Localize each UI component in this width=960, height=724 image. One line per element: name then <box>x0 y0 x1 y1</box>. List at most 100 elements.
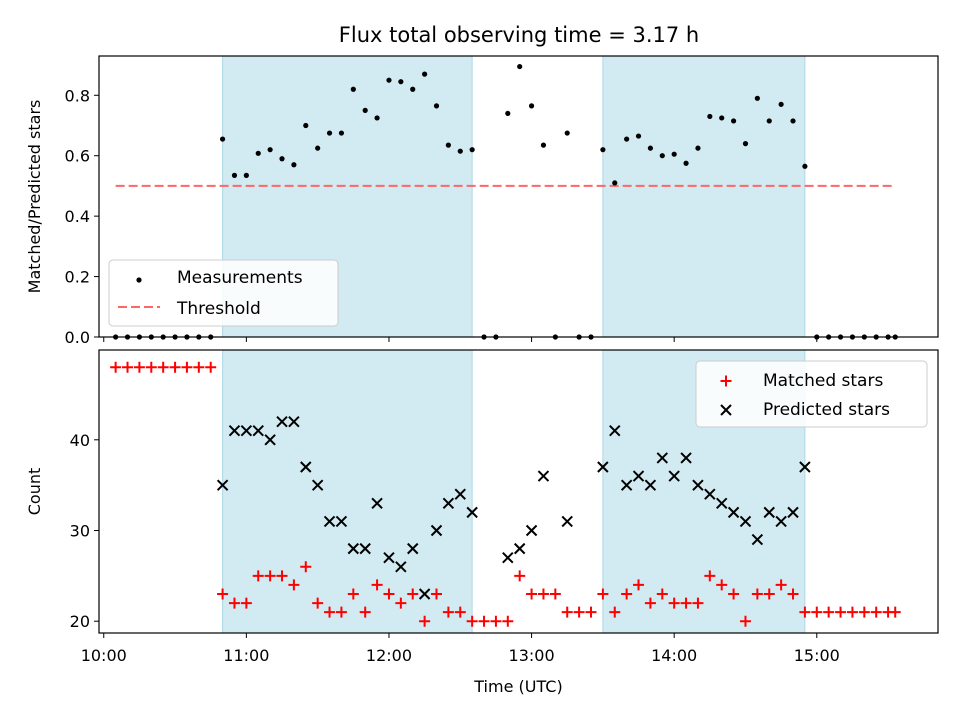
matched-star-marker <box>609 606 621 618</box>
matched-star-marker <box>502 615 514 627</box>
matched-star-marker <box>561 606 573 618</box>
measurement-point <box>219 136 226 142</box>
matched-star-marker <box>775 579 787 591</box>
matched-star-marker <box>419 615 431 627</box>
measurement-point <box>564 130 570 136</box>
measurement-point <box>540 142 547 148</box>
predicted-star-marker <box>644 479 657 491</box>
matched-star-marker <box>549 588 561 600</box>
measurement-point <box>338 130 345 136</box>
predicted-star-marker <box>502 552 514 564</box>
legend-marker-measurements <box>136 277 142 283</box>
measurement-point <box>600 147 606 153</box>
y-tick-label: 30 <box>70 522 90 541</box>
matched-star-marker <box>264 570 276 582</box>
predicted-star-marker <box>264 434 276 446</box>
measurement-point <box>647 145 654 151</box>
matched-star-marker <box>787 588 799 600</box>
x-tick-label: 14:00 <box>651 646 697 665</box>
predicted-star-marker <box>395 561 407 573</box>
predicted-star-marker <box>537 470 550 482</box>
legend-label-measurements: Measurements <box>177 268 303 288</box>
matched-star-marker <box>621 588 633 600</box>
y-tick-label: 0.8 <box>65 86 90 105</box>
predicted-star-marker <box>787 506 799 519</box>
predicted-star-marker <box>430 524 443 537</box>
measurement-point <box>683 160 689 166</box>
matched-star-marker <box>431 588 443 600</box>
matched-star-marker <box>597 588 609 600</box>
matched-star-marker <box>442 606 454 618</box>
matched-star-marker <box>526 588 538 600</box>
measurement-point <box>422 71 428 77</box>
legend-label-matched: Matched stars <box>763 371 883 391</box>
measurement-point <box>695 145 701 151</box>
matched-star-marker <box>383 588 395 600</box>
matched-star-marker <box>858 606 870 618</box>
measurement-point <box>291 162 297 168</box>
legend-marker-matched <box>720 375 732 387</box>
shaded-interval <box>222 349 473 634</box>
predicted-star-marker <box>692 479 704 491</box>
measurement-point <box>635 133 642 139</box>
y-tick-label: 0.2 <box>65 268 90 287</box>
measurement-point <box>742 141 749 147</box>
measurement-point <box>433 103 440 109</box>
predicted-star-marker <box>775 515 787 528</box>
y-tick-label: 0.6 <box>65 147 90 166</box>
predicted-star-marker <box>763 506 775 519</box>
matched-star-marker <box>371 579 383 591</box>
axes-frame <box>98 349 939 634</box>
matched-star-marker <box>668 597 680 609</box>
matched-star-marker <box>763 588 775 600</box>
x-axis-label: Time (UTC) <box>473 677 562 696</box>
measurement-point <box>267 147 273 153</box>
measurement-point <box>754 95 760 101</box>
panel-top: 0.0 0.2 0.4 0.6 0.8 Matched/Predicted stars <box>25 55 939 347</box>
x-tick-label: 10:00 <box>81 646 127 665</box>
measurement-point <box>612 180 618 186</box>
matched-star-marker <box>656 588 668 600</box>
matched-star-marker <box>739 615 751 627</box>
predicted-star-marker <box>216 479 229 491</box>
x-tick-label: 11:00 <box>223 646 269 665</box>
predicted-star-marker <box>739 515 752 528</box>
matched-star-marker <box>407 588 419 600</box>
y-axis-label: Count <box>25 468 44 516</box>
matched-star-marker <box>716 579 728 591</box>
measurement-point <box>374 115 380 121</box>
matched-star-marker <box>799 606 811 618</box>
y-tick-label: 40 <box>70 431 90 450</box>
x-tick-label: 12:00 <box>366 646 412 665</box>
measurement-point <box>671 151 677 157</box>
legend-label-predicted: Predicted stars <box>763 400 890 420</box>
predicted-star-marker <box>383 552 395 564</box>
measurement-point <box>517 63 523 70</box>
predicted-star-marker <box>609 425 621 437</box>
measurement-point <box>315 145 321 151</box>
matched-star-marker <box>240 597 252 609</box>
matched-star-marker <box>288 579 300 591</box>
predicted-star-marker <box>335 515 348 528</box>
measurement-point <box>469 147 475 153</box>
matched-star-marker <box>573 606 585 618</box>
predicted-star-marker <box>716 497 728 509</box>
measurement-point <box>231 172 238 178</box>
matched-star-marker <box>145 361 157 373</box>
measurement-point <box>255 150 261 156</box>
measurement-point <box>362 107 368 113</box>
matched-star-marker <box>169 361 181 373</box>
matched-star-marker <box>228 597 240 609</box>
measurement-point <box>659 153 665 159</box>
matched-star-marker <box>110 361 122 373</box>
predicted-star-marker <box>668 470 680 482</box>
predicted-star-marker <box>525 524 538 537</box>
predicted-star-marker <box>347 542 360 555</box>
y-axis-label: Matched/Predicted stars <box>25 100 44 294</box>
measurement-point <box>350 86 356 92</box>
legend-label-threshold: Threshold <box>176 299 261 319</box>
matched-star-marker <box>490 615 502 627</box>
matched-star-marker <box>466 615 478 627</box>
matched-star-marker <box>514 570 526 582</box>
